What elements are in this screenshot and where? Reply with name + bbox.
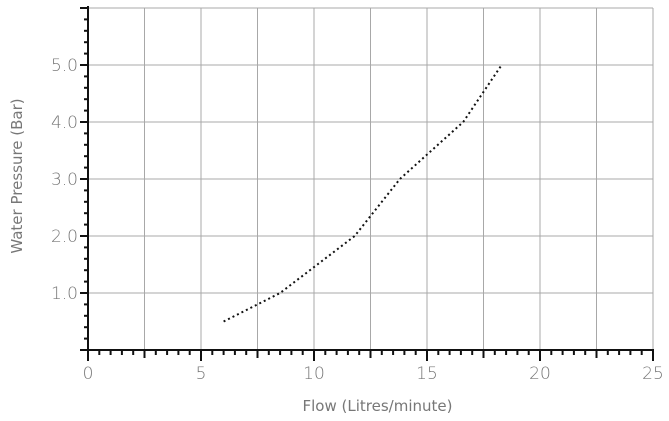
minor-ticks [80, 7, 654, 361]
series-line [223, 64, 503, 323]
x-tick-label: 0 [83, 364, 94, 384]
grid [88, 7, 654, 350]
x-tick-label: 5 [196, 364, 207, 384]
y-tick-label: 4.0 [51, 113, 78, 133]
y-tick-label: 1.0 [51, 284, 78, 304]
y-tick-label: 3.0 [51, 170, 78, 190]
x-tick-label: 10 [303, 364, 325, 384]
x-tick-label: 25 [642, 364, 664, 384]
series-layer [223, 64, 503, 323]
y-tick-label: 5.0 [51, 56, 78, 76]
y-tick-label: 2.0 [51, 227, 78, 247]
y-tick-labels: 1.0 2.0 3.0 4.0 5.0 [51, 56, 78, 304]
x-tick-label: 15 [416, 364, 438, 384]
x-tick-label: 20 [529, 364, 551, 384]
x-tick-labels: 0 5 10 15 20 25 [83, 364, 664, 384]
x-axis-label: Flow (Litres/minute) [303, 397, 453, 415]
y-axis-label: Water Pressure (Bar) [8, 98, 26, 253]
